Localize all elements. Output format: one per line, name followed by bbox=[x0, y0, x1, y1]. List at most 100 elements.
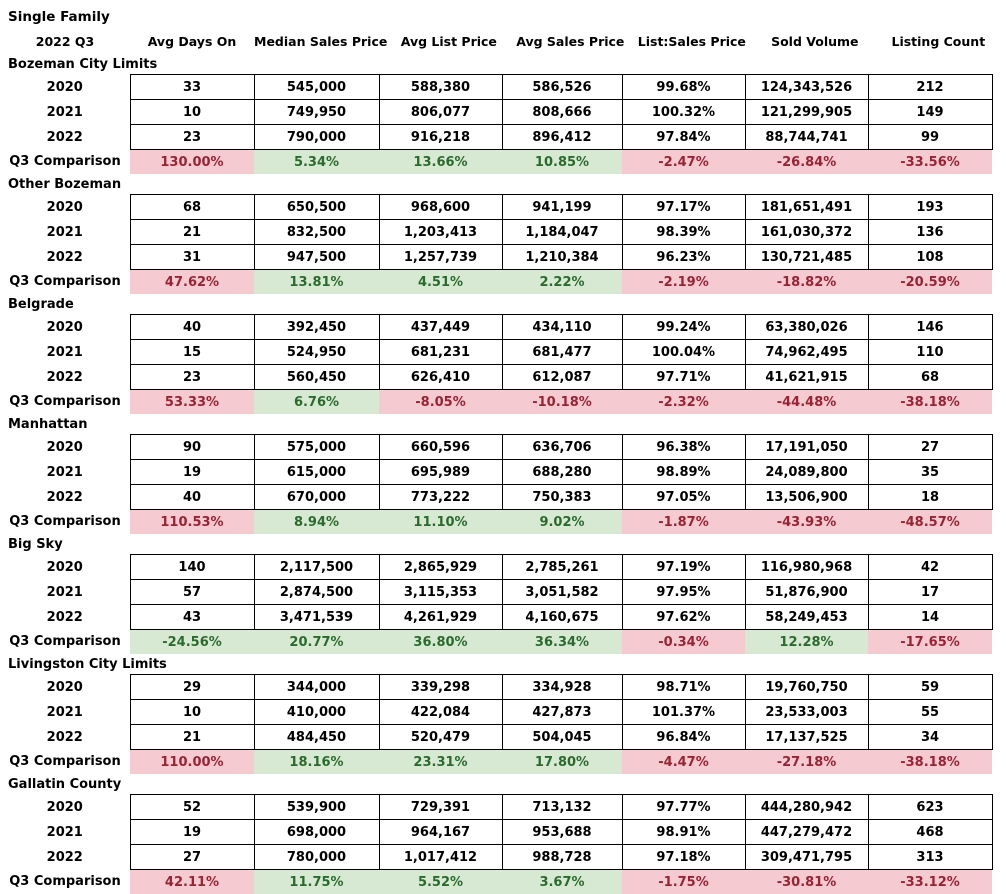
value-cell: 437,449 bbox=[379, 315, 502, 340]
value-cell: 17,137,525 bbox=[745, 725, 868, 750]
column-header-avg-sales-price: Avg Sales Price bbox=[510, 28, 630, 54]
year-label: 2021 bbox=[0, 700, 130, 725]
value-cell: 695,989 bbox=[379, 460, 502, 485]
comparison-value-cell: 13.66% bbox=[379, 150, 502, 175]
value-cell: 10 bbox=[130, 100, 254, 125]
value-cell: 636,706 bbox=[502, 435, 622, 460]
comparison-value-cell: -38.18% bbox=[868, 390, 992, 415]
value-cell: 17 bbox=[868, 580, 992, 605]
column-header-median-sales-price: Median Sales Price bbox=[254, 28, 387, 54]
value-cell: 19 bbox=[130, 820, 254, 845]
value-cell: 1,257,739 bbox=[379, 245, 502, 270]
value-cell: 97.17% bbox=[622, 195, 745, 220]
value-cell: 749,950 bbox=[254, 100, 379, 125]
value-cell: 116,980,968 bbox=[745, 555, 868, 580]
value-cell: 15 bbox=[130, 340, 254, 365]
year-label: 2021 bbox=[0, 580, 130, 605]
comparison-value-cell: 6.76% bbox=[254, 390, 379, 415]
value-cell: 63,380,026 bbox=[745, 315, 868, 340]
value-cell: 21 bbox=[130, 725, 254, 750]
value-cell: 98.91% bbox=[622, 820, 745, 845]
comparison-label: Q3 Comparison bbox=[0, 510, 130, 535]
comparison-value-cell: 5.34% bbox=[254, 150, 379, 175]
value-cell: 19 bbox=[130, 460, 254, 485]
value-cell: 524,950 bbox=[254, 340, 379, 365]
value-cell: 832,500 bbox=[254, 220, 379, 245]
value-cell: 74,962,495 bbox=[745, 340, 868, 365]
value-cell: 660,596 bbox=[379, 435, 502, 460]
value-cell: 410,000 bbox=[254, 700, 379, 725]
comparison-value-cell: -0.34% bbox=[622, 630, 745, 655]
comparison-row: Q3 Comparison-24.56%20.77%36.80%36.34%-0… bbox=[0, 630, 992, 655]
value-cell: 650,500 bbox=[254, 195, 379, 220]
value-cell: 98.89% bbox=[622, 460, 745, 485]
value-cell: 916,218 bbox=[379, 125, 502, 150]
value-cell: 108 bbox=[868, 245, 992, 270]
report-title: Single Family bbox=[0, 6, 1006, 28]
value-cell: 2,117,500 bbox=[254, 555, 379, 580]
comparison-value-cell: 20.77% bbox=[254, 630, 379, 655]
value-cell: 1,017,412 bbox=[379, 845, 502, 870]
value-cell: 941,199 bbox=[502, 195, 622, 220]
year-label: 2022 bbox=[0, 365, 130, 390]
year-label: 2021 bbox=[0, 100, 130, 125]
column-header-sold-volume: Sold Volume bbox=[753, 28, 876, 54]
value-cell: 101.37% bbox=[622, 700, 745, 725]
value-cell: 588,380 bbox=[379, 75, 502, 100]
value-cell: 780,000 bbox=[254, 845, 379, 870]
comparison-label: Q3 Comparison bbox=[0, 870, 130, 894]
value-cell: 40 bbox=[130, 315, 254, 340]
value-cell: 31 bbox=[130, 245, 254, 270]
year-label: 2021 bbox=[0, 820, 130, 845]
value-cell: 55 bbox=[868, 700, 992, 725]
comparison-value-cell: -10.18% bbox=[502, 390, 622, 415]
value-cell: 947,500 bbox=[254, 245, 379, 270]
comparison-value-cell: -44.48% bbox=[745, 390, 868, 415]
comparison-value-cell: -2.19% bbox=[622, 270, 745, 295]
column-header-avg-list-price: Avg List Price bbox=[387, 28, 510, 54]
comparison-label: Q3 Comparison bbox=[0, 750, 130, 775]
value-cell: 1,203,413 bbox=[379, 220, 502, 245]
value-cell: 575,000 bbox=[254, 435, 379, 460]
value-cell: 136 bbox=[868, 220, 992, 245]
value-cell: 615,000 bbox=[254, 460, 379, 485]
comparison-label: Q3 Comparison bbox=[0, 390, 130, 415]
value-cell: 99.68% bbox=[622, 75, 745, 100]
comparison-value-cell: -1.75% bbox=[622, 870, 745, 894]
value-cell: 181,651,491 bbox=[745, 195, 868, 220]
value-cell: 17,191,050 bbox=[745, 435, 868, 460]
value-cell: 99 bbox=[868, 125, 992, 150]
value-cell: 3,471,539 bbox=[254, 605, 379, 630]
value-cell: 100.04% bbox=[622, 340, 745, 365]
value-cell: 586,526 bbox=[502, 75, 622, 100]
comparison-value-cell: 36.34% bbox=[502, 630, 622, 655]
value-cell: 750,383 bbox=[502, 485, 622, 510]
value-cell: 681,231 bbox=[379, 340, 502, 365]
value-cell: 40 bbox=[130, 485, 254, 510]
section-label: Gallatin County bbox=[0, 775, 1006, 794]
value-cell: 2,865,929 bbox=[379, 555, 502, 580]
year-label: 2021 bbox=[0, 340, 130, 365]
value-cell: 4,261,929 bbox=[379, 605, 502, 630]
value-cell: 34 bbox=[868, 725, 992, 750]
section-label: Big Sky bbox=[0, 535, 1006, 554]
